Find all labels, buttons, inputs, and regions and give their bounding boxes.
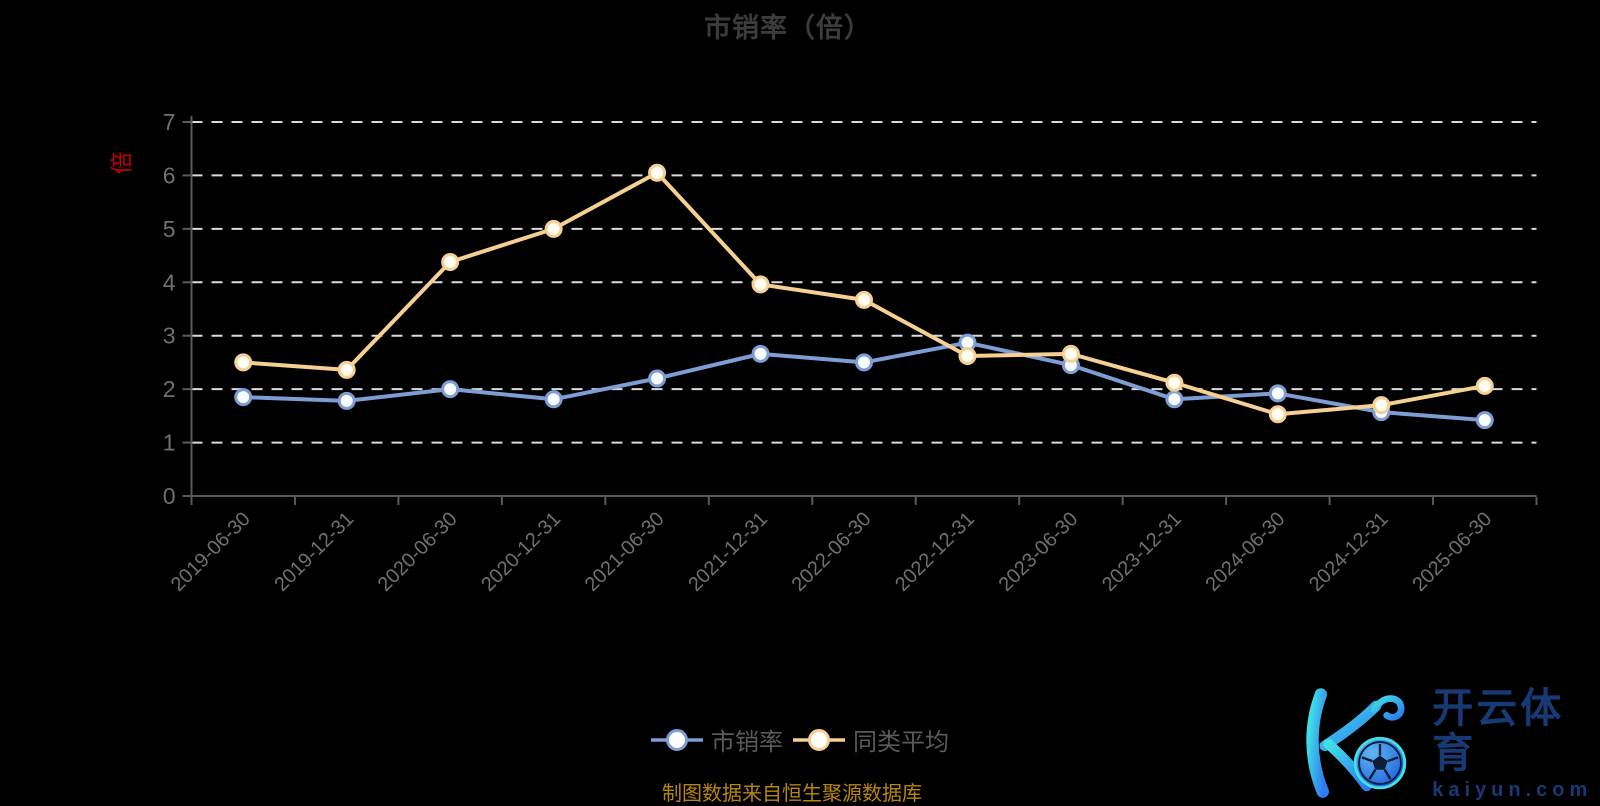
legend-marker-ps-ratio xyxy=(651,728,703,751)
data-point-同类平均-2022-12-31[interactable] xyxy=(958,347,977,366)
y-axis-label-3: 3 xyxy=(163,323,176,349)
gridlines xyxy=(191,120,1537,444)
data-point-同类平均-2024-12-31[interactable] xyxy=(1372,396,1391,415)
legend-item-peer-average[interactable]: 同类平均 xyxy=(793,722,949,757)
x-axis-label-2023-06-30: 2023-06-30 xyxy=(995,508,1083,596)
data-point-市销率-2019-06-30[interactable] xyxy=(234,388,253,407)
legend-marker-peer-average xyxy=(793,728,845,751)
legend-label-peer-average: 同类平均 xyxy=(853,729,949,756)
data-point-同类平均-2024-06-30[interactable] xyxy=(1268,405,1287,424)
y-axis-label-7: 7 xyxy=(163,109,176,135)
legend-label-ps-ratio: 市销率 xyxy=(711,729,783,756)
x-axis-label-2020-06-30: 2020-06-30 xyxy=(374,508,462,596)
data-point-市销率-2020-06-30[interactable] xyxy=(441,380,460,399)
data-point-同类平均-2020-06-30[interactable] xyxy=(441,252,460,271)
axes: 0 1 2 3 4 5 6 7 xyxy=(163,109,1538,509)
data-point-市销率-2019-12-31[interactable] xyxy=(337,391,356,410)
logo-swirl xyxy=(1370,695,1405,721)
x-axis-label-2023-12-31: 2023-12-31 xyxy=(1098,508,1186,596)
brand-logo-icon xyxy=(1306,688,1407,798)
data-point-市销率-2021-12-31[interactable] xyxy=(751,344,770,363)
data-point-同类平均-2023-12-31[interactable] xyxy=(1165,373,1184,392)
y-axis-label-4: 4 xyxy=(163,269,176,295)
y-axis-label-2: 2 xyxy=(163,376,176,402)
y-axis-label-1: 1 xyxy=(163,430,176,456)
series-ps-ratio xyxy=(234,333,1494,430)
y-axis-label-0: 0 xyxy=(163,483,176,509)
data-point-市销率-2023-12-31[interactable] xyxy=(1165,390,1184,409)
y-axis-label-6: 6 xyxy=(163,162,176,188)
brand-domain: kaiyun.com xyxy=(1432,779,1593,802)
legend: 市销率 同类平均 xyxy=(0,722,1600,757)
x-axis-labels: 2019-06-30 2019-12-31 2020-06-30 2020-12-31… xyxy=(167,508,1496,596)
chart-title: 市销率（倍） xyxy=(704,13,872,43)
x-axis-label-2024-06-30: 2024-06-30 xyxy=(1201,508,1289,596)
data-point-同类平均-2022-06-30[interactable] xyxy=(855,290,873,309)
series-peer-average xyxy=(234,163,1494,424)
data-point-同类平均-2019-12-31[interactable] xyxy=(337,360,356,379)
x-axis-label-2022-12-31: 2022-12-31 xyxy=(891,508,979,596)
brand-text: 开云体育 kaiyun.com xyxy=(1432,685,1600,802)
data-point-同类平均-2020-12-31[interactable] xyxy=(544,219,563,238)
x-axis-label-2020-12-31: 2020-12-31 xyxy=(477,508,565,596)
data-point-市销率-2024-06-30[interactable] xyxy=(1268,384,1287,403)
data-point-市销率-2020-12-31[interactable] xyxy=(544,390,563,409)
data-point-市销率-2025-06-30[interactable] xyxy=(1475,411,1494,430)
data-point-同类平均-2021-12-31[interactable] xyxy=(751,275,770,294)
logo-k-stem xyxy=(1306,688,1329,798)
x-axis-label-2025-06-30: 2025-06-30 xyxy=(1408,508,1496,596)
data-point-同类平均-2023-06-30[interactable] xyxy=(1061,344,1080,363)
legend-item-ps-ratio[interactable]: 市销率 xyxy=(651,722,783,757)
brand-name-cn: 开云体育 xyxy=(1432,685,1565,777)
football-icon xyxy=(1353,736,1407,790)
x-axis-label-2022-06-30: 2022-06-30 xyxy=(788,508,876,596)
y-axis-label-5: 5 xyxy=(163,216,176,242)
data-point-同类平均-2019-06-30[interactable] xyxy=(234,353,253,372)
x-axis-label-2021-12-31: 2021-12-31 xyxy=(684,508,772,596)
data-point-同类平均-2021-06-30[interactable] xyxy=(648,163,667,182)
data-point-市销率-2022-06-30[interactable] xyxy=(855,353,873,372)
x-axis-label-2019-06-30: 2019-06-30 xyxy=(167,508,255,596)
x-axis-label-2024-12-31: 2024-12-31 xyxy=(1305,508,1393,596)
data-point-同类平均-2025-06-30[interactable] xyxy=(1475,376,1494,395)
x-axis-label-2019-12-31: 2019-12-31 xyxy=(270,508,358,596)
brand-watermark[interactable]: 开云体育 kaiyun.com xyxy=(1298,685,1600,802)
x-axis-label-2021-06-30: 2021-06-30 xyxy=(581,508,669,596)
data-point-市销率-2021-06-30[interactable] xyxy=(648,369,667,388)
